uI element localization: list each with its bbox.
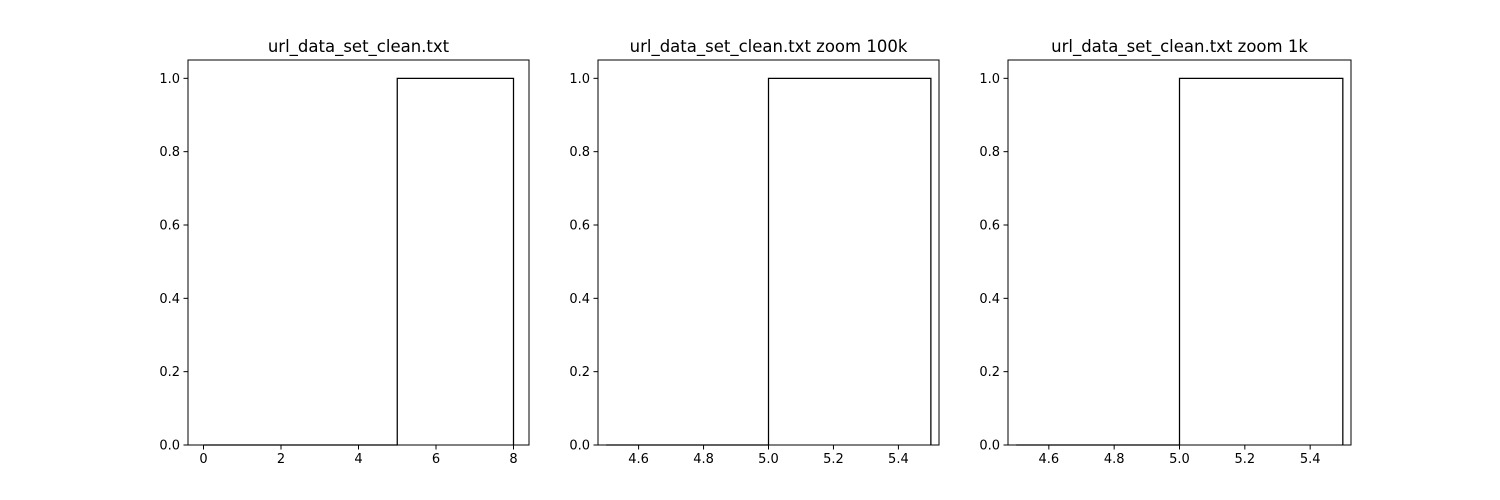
x-tick-label: 4.8	[693, 452, 714, 467]
y-tick-label: 1.0	[979, 72, 1000, 87]
y-tick-label: 0.8	[569, 145, 590, 160]
y-tick-label: 0.0	[569, 439, 590, 454]
y-tick-label: 0.4	[159, 292, 180, 307]
y-tick-label: 0.4	[569, 292, 590, 307]
subplot-1: url_data_set_clean.txt 0 2 4 6 8 0.0 0.2 0.4 0.6…	[159, 37, 530, 467]
x-tick-label: 5.0	[758, 452, 779, 467]
x-tick-label: 5.4	[888, 452, 909, 467]
x-tick-label: 4.6	[1038, 452, 1059, 467]
y-tick-label: 0.6	[159, 219, 180, 234]
x-tick-label: 5.4	[1300, 452, 1321, 467]
y-tick-label: 1.0	[569, 72, 590, 87]
y-tick-label: 1.0	[159, 72, 180, 87]
subplot-title: url_data_set_clean.txt zoom 100k	[630, 37, 908, 57]
y-tick-label: 0.6	[979, 219, 1000, 234]
y-tick-label: 0.0	[159, 439, 180, 454]
y-tick-label: 0.2	[979, 365, 1000, 380]
x-tick-label: 5.2	[823, 452, 844, 467]
subplot-3: url_data_set_clean.txt zoom 1k 4.6 4.8 5.0…	[979, 37, 1352, 467]
x-tick-label: 2	[277, 452, 285, 467]
x-tick-label: 6	[432, 452, 440, 467]
y-tick-label: 0.4	[979, 292, 1000, 307]
y-tick-label: 0.0	[979, 439, 1000, 454]
y-tick-label: 0.6	[569, 219, 590, 234]
x-tick-label: 8	[509, 452, 517, 467]
x-tick-label: 4.6	[628, 452, 649, 467]
subplot-title: url_data_set_clean.txt zoom 1k	[1051, 37, 1308, 57]
x-tick-label: 5.0	[1169, 452, 1190, 467]
y-tick-label: 0.8	[979, 145, 1000, 160]
y-tick-label: 0.2	[159, 365, 180, 380]
y-tick-label: 0.2	[569, 365, 590, 380]
x-tick-label: 5.2	[1234, 452, 1255, 467]
x-tick-label: 4.8	[1104, 452, 1125, 467]
x-tick-label: 0	[199, 452, 207, 467]
y-tick-label: 0.8	[159, 145, 180, 160]
subplot-2: url_data_set_clean.txt zoom 100k 4.6 4.8 5…	[569, 37, 940, 467]
subplot-title: url_data_set_clean.txt	[268, 37, 450, 57]
x-tick-label: 4	[354, 452, 362, 467]
